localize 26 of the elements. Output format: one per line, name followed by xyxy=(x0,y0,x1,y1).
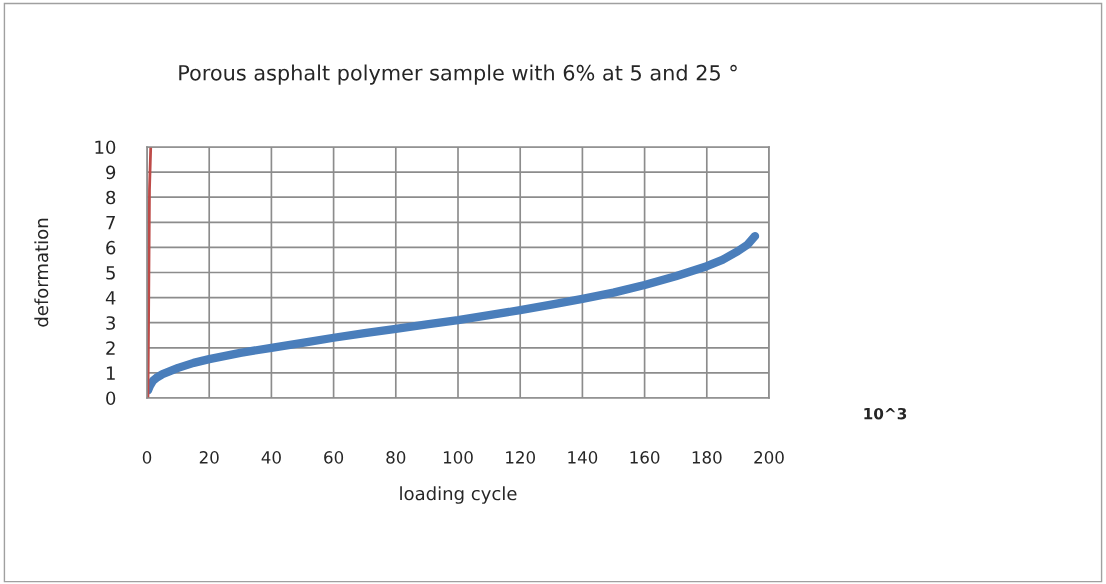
text: 10^3 xyxy=(864,407,907,420)
y-tick-label: 0 xyxy=(106,391,116,406)
x-tick-label: 160 xyxy=(630,451,660,464)
x-axis-title: loading cycle xyxy=(400,486,517,504)
y-tick-label: 5 xyxy=(106,266,115,280)
y-tick-label: 1 xyxy=(106,366,115,380)
y-tick-label: 4 xyxy=(105,291,116,305)
x-tick-label: 60 xyxy=(324,451,344,464)
y-axis-title: deformation xyxy=(34,218,49,327)
x-tick-label: 0 xyxy=(142,451,152,464)
y-tick-label: 10 xyxy=(95,140,116,155)
y-tick-label: 3 xyxy=(106,316,115,330)
x-tick-label: 200 xyxy=(754,451,784,464)
y-tick-label: 8 xyxy=(106,190,116,205)
x-tick-label: 140 xyxy=(568,451,598,464)
x-tick-label: 80 xyxy=(386,451,406,464)
y-tick-label: 9 xyxy=(106,165,116,180)
x-tick-label: 100 xyxy=(443,451,473,464)
x-tick-label: 20 xyxy=(199,451,219,464)
x-tick-label: 40 xyxy=(261,451,281,464)
y-tick-label: 7 xyxy=(106,216,115,230)
x-tick-label: 180 xyxy=(692,451,722,464)
y-tick-label: 2 xyxy=(106,341,115,355)
chart-title: Porous asphalt polymer sample with 6% at 5 and 25 ° xyxy=(179,64,737,85)
y-tick-label: 6 xyxy=(106,240,116,255)
x-tick-label: 120 xyxy=(506,451,535,464)
